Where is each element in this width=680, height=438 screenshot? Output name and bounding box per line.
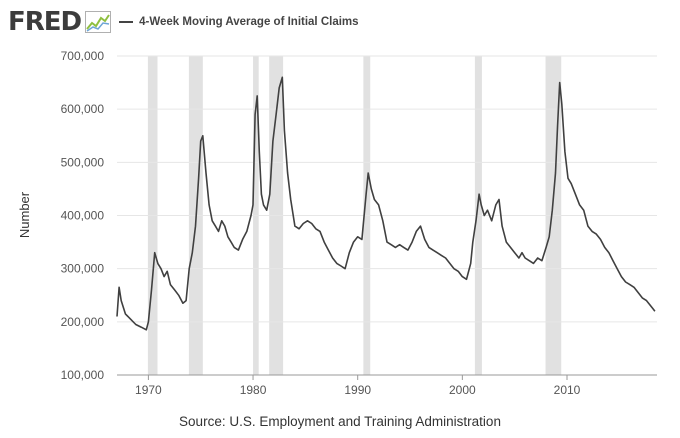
y-tick-label: 200,000: [61, 315, 105, 329]
source-note: Source: U.S. Employment and Training Adm…: [179, 414, 501, 429]
x-tick-label: 1980: [240, 383, 267, 397]
fred-line-chart-icon: [85, 11, 112, 33]
x-tick-label: 1970: [135, 383, 162, 397]
y-tick-label: 300,000: [61, 262, 105, 276]
y-tick-label: 500,000: [61, 155, 105, 169]
y-tick-label: 600,000: [61, 102, 105, 116]
legend-series-label: 4-Week Moving Average of Initial Claims: [139, 16, 359, 28]
y-tick-label: 400,000: [61, 209, 105, 223]
axes: 100,000 200,000 300,000 400,000 500,000 600,0…: [61, 49, 657, 397]
legend-line-swatch: [119, 21, 134, 23]
y-tick-label: 100,000: [61, 368, 105, 382]
fred-logo[interactable]: FRED: [8, 7, 82, 37]
legend: 4-Week Moving Average of Initial Claims: [119, 16, 359, 28]
y-axis-title: Number: [17, 191, 32, 238]
chart-header: FRED 4-Week Moving Average of Initial Cl…: [8, 6, 359, 38]
x-tick-label: 2010: [554, 383, 581, 397]
series-layer: [116, 76, 656, 331]
y-tick-label: 700,000: [61, 49, 105, 63]
series-line-0: [116, 76, 656, 331]
x-tick-label: 1990: [344, 383, 371, 397]
x-tick-label: 2000: [449, 383, 476, 397]
